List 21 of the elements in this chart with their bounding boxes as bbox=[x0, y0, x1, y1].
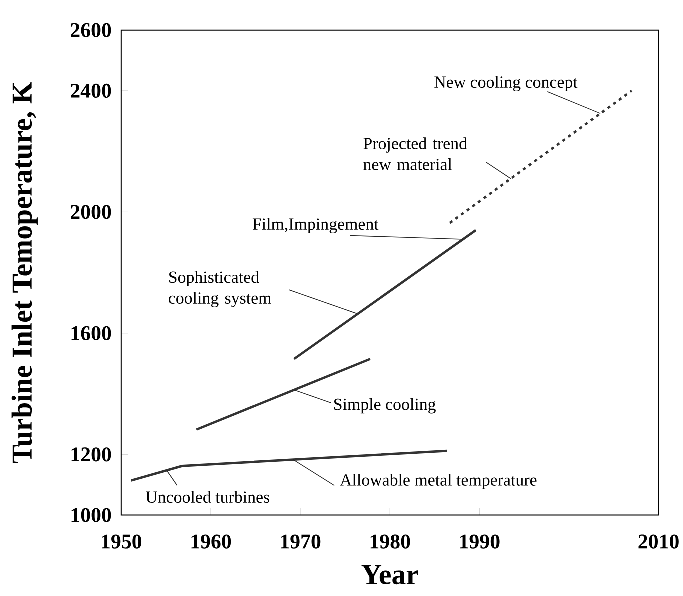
y-tick-label: 1200 bbox=[72, 448, 112, 462]
y-tick-label: 2400 bbox=[71, 84, 112, 98]
x-tick-label: 1980 bbox=[370, 534, 410, 549]
y-tick-label: 2000 bbox=[71, 205, 112, 220]
annotation: New cooling concept bbox=[434, 76, 578, 92]
x-tick-label: 1990 bbox=[460, 534, 500, 549]
annotation: Film,Impingement bbox=[252, 218, 379, 234]
annotation: Simple cooling bbox=[334, 398, 436, 414]
x-tick-label: 2010 bbox=[638, 534, 679, 549]
annotation: Uncooled turbines bbox=[146, 491, 270, 504]
annotation: Sophisticated cooling system bbox=[169, 271, 272, 308]
annotation: Projected trend new material bbox=[364, 138, 468, 170]
x-axis-title: Year bbox=[362, 565, 418, 585]
annotation: Allowable metal temperature bbox=[340, 474, 537, 490]
y-tick-label: 1600 bbox=[72, 326, 112, 340]
y-tick-label: 1000 bbox=[72, 508, 112, 522]
y-tick-label: 2600 bbox=[71, 23, 112, 38]
x-tick-label: 1970 bbox=[281, 534, 321, 549]
x-tick-label: 1950 bbox=[102, 534, 142, 549]
y-axis-title: Turbine Inlet Temoperature, K bbox=[12, 82, 38, 464]
x-tick-label: 1960 bbox=[192, 534, 232, 549]
